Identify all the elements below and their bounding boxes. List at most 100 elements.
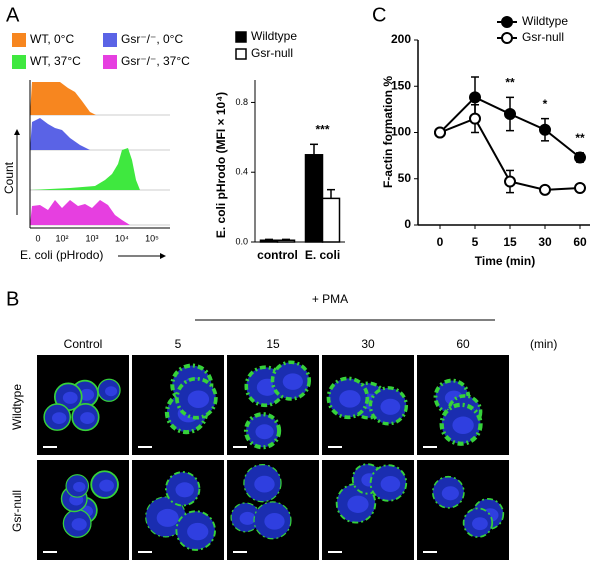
nucleus — [282, 373, 303, 390]
marker — [469, 91, 481, 104]
x-tick-label: 10⁵ — [145, 233, 159, 243]
nucleus — [452, 416, 474, 435]
nucleus — [156, 508, 179, 527]
nucleus — [380, 398, 401, 415]
legend-label: Gsr-null — [251, 46, 293, 60]
x-axis-label: Time (min) — [475, 254, 535, 268]
nucleus — [71, 518, 87, 531]
nucleus — [187, 522, 209, 541]
nucleus — [239, 511, 256, 525]
histogram-trace — [30, 82, 96, 115]
legend-label: Gsr-null — [522, 30, 564, 44]
column-label: 30 — [361, 337, 375, 351]
nucleus — [80, 412, 95, 425]
marker — [574, 182, 586, 194]
marker — [504, 108, 516, 120]
axis-label: E. coli (pHrodo) — [20, 248, 103, 262]
nucleus — [73, 481, 86, 492]
row-label: Wildtype — [10, 384, 24, 430]
y-tick-label: 0.4 — [235, 167, 248, 177]
column-label: Control — [64, 337, 103, 351]
histogram-overlay — [14, 80, 170, 259]
micrograph — [227, 460, 319, 560]
legend-label: Gsr⁻/⁻, 0°C — [121, 32, 183, 46]
nucleus — [441, 486, 459, 501]
treatment-label: + PMA — [312, 292, 348, 306]
legend-label: Wildtype — [522, 14, 568, 28]
micrograph — [37, 355, 129, 455]
legend-label: WT, 37°C — [30, 54, 81, 68]
x-tick-label: 10³ — [85, 233, 98, 243]
micrograph — [417, 460, 509, 560]
legend-swatch — [235, 31, 247, 43]
legend-swatch — [12, 33, 26, 47]
micrograph — [37, 460, 129, 560]
bar — [259, 239, 279, 243]
panel-label: A — [6, 4, 20, 26]
micrograph — [322, 460, 414, 560]
nucleus — [380, 475, 401, 493]
column-label: 60 — [456, 337, 470, 351]
nucleus — [99, 479, 114, 492]
significance: *** — [315, 122, 329, 136]
x-tick-label: 0 — [35, 233, 40, 243]
significance: ** — [575, 131, 585, 145]
micrograph — [132, 460, 224, 560]
micrograph — [227, 355, 319, 455]
y-tick-label: 150 — [391, 78, 411, 92]
nucleus — [264, 513, 285, 530]
nucleus — [79, 388, 95, 401]
x-tick-label: 10² — [55, 233, 68, 243]
nucleus — [256, 378, 278, 396]
micrograph — [417, 355, 509, 455]
y-tick-label: 0 — [404, 217, 411, 231]
y-axis-label: E. coli pHrodo (MFI × 10⁴) — [214, 92, 228, 238]
axis-label: Count — [2, 161, 16, 194]
y-tick-label: 0.0 — [235, 236, 248, 246]
marker — [469, 112, 481, 125]
x-tick-label: 10⁴ — [115, 233, 129, 243]
y-axis-label: F-actin formation % — [381, 76, 395, 188]
y-tick-label: 100 — [391, 125, 411, 139]
marker — [539, 183, 551, 196]
legend-label: Gsr⁻/⁻, 37°C — [121, 54, 190, 68]
nucleus — [187, 390, 210, 408]
x-tick-label: 30 — [538, 235, 552, 249]
histogram-trace — [30, 200, 130, 225]
significance: * — [543, 97, 548, 111]
row-label: Gsr-null — [10, 490, 24, 532]
y-tick-label: 50 — [398, 171, 412, 185]
column-label: 5 — [175, 337, 182, 351]
legend-marker — [501, 16, 513, 28]
legend-swatch — [12, 55, 26, 69]
micrograph — [322, 355, 414, 455]
y-tick-label: 0.8 — [235, 97, 248, 107]
significance: ** — [505, 76, 515, 90]
nucleus — [175, 482, 194, 498]
marker — [434, 126, 446, 139]
legend-label: WT, 0°C — [30, 32, 74, 46]
nucleus — [472, 517, 488, 531]
legend-label: Wildtype — [251, 29, 297, 43]
marker — [574, 151, 586, 164]
legend-swatch — [103, 55, 117, 69]
marker — [539, 123, 551, 136]
nucleus — [105, 386, 118, 397]
x-tick-label: 5 — [472, 235, 479, 249]
x-tick-label: 15 — [503, 235, 517, 249]
nucleus — [347, 495, 369, 513]
x-tick-label: 0 — [437, 235, 444, 249]
nucleus — [254, 475, 275, 493]
column-label: 15 — [266, 337, 280, 351]
unit-label: (min) — [530, 337, 557, 351]
x-tick-label: E. coli — [305, 248, 340, 262]
bar — [304, 154, 324, 243]
micrograph — [132, 355, 224, 455]
legend-marker — [501, 32, 513, 44]
y-tick-label: 200 — [391, 32, 411, 46]
nucleus — [339, 390, 361, 408]
histogram-trace — [30, 118, 90, 150]
histogram-trace — [30, 148, 140, 190]
legend-swatch — [103, 33, 117, 47]
bar — [321, 197, 341, 243]
